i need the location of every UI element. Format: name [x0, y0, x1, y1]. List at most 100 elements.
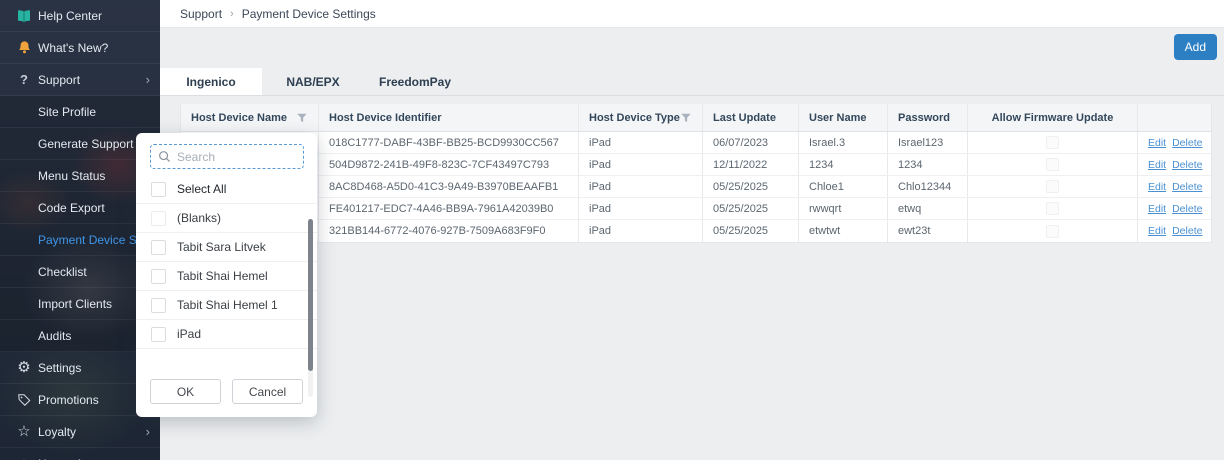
cell-user: 1234: [799, 154, 888, 175]
table-row: 321BB144-6772-4076-927B-7509A683F9F0 iPa…: [181, 220, 1211, 242]
column-header-allow-firmware-update: Allow Firmware Update: [968, 104, 1138, 131]
breadcrumb-current-page: Payment Device Settings: [241, 6, 376, 21]
breadcrumb: Support › Payment Device Settings: [160, 0, 1224, 28]
firmware-checkbox[interactable]: [1046, 224, 1059, 238]
cell-password: etwq: [888, 198, 968, 219]
table-row: 504D9872-241B-49F8-823C-7CF43497C793 iPa…: [181, 154, 1211, 176]
question-icon: ?: [20, 72, 28, 87]
column-header-host-device-type: Host Device Type: [579, 104, 703, 131]
cell-identifier: 321BB144-6772-4076-927B-7509A683F9F0: [319, 220, 579, 242]
firmware-checkbox[interactable]: [1046, 158, 1059, 171]
edit-link[interactable]: Edit: [1148, 136, 1167, 149]
delete-link[interactable]: Delete: [1172, 225, 1203, 237]
column-header-actions: [1138, 104, 1213, 131]
delete-link[interactable]: Delete: [1172, 202, 1203, 215]
checkbox-icon[interactable]: [151, 181, 166, 197]
column-header-host-device-name: Host Device Name: [181, 104, 319, 131]
cell-type: iPad: [579, 154, 703, 175]
sidebar-item-promotions[interactable]: Promotions: [0, 384, 160, 416]
table-row: 018C1777-DABF-43BF-BB25-BCD9930CC567 iPa…: [181, 132, 1211, 154]
edit-link[interactable]: Edit: [1148, 180, 1167, 193]
filter-dropdown: Select All (Blanks) Tabit Sara Litvek Ta…: [136, 133, 317, 417]
tab-nab-epx[interactable]: NAB/EPX: [286, 75, 340, 89]
cell-last-update: 05/25/2025: [703, 220, 799, 242]
firmware-checkbox[interactable]: [1046, 136, 1059, 149]
cell-user: etwtwt: [799, 220, 888, 242]
tag-icon: [12, 393, 36, 407]
sidebar-item-help-center[interactable]: Help Center: [0, 0, 160, 32]
delete-link[interactable]: Delete: [1172, 180, 1203, 193]
table-row: 8AC8D468-A5D0-41C3-9A49-B3970BEAAFB1 iPa…: [181, 176, 1211, 198]
edit-link[interactable]: Edit: [1148, 158, 1167, 171]
sidebar-item-audits[interactable]: Audits: [0, 320, 160, 352]
option-tabit-sara-litvek[interactable]: Tabit Sara Litvek: [136, 233, 317, 262]
sidebar-item-label: Support: [38, 72, 81, 87]
checkbox-icon[interactable]: [151, 210, 166, 226]
sidebar-item-code-export[interactable]: Code Export: [0, 192, 160, 224]
delete-link[interactable]: Delete: [1172, 136, 1203, 149]
cell-identifier: 504D9872-241B-49F8-823C-7CF43497C793: [319, 154, 579, 175]
sidebar: Help Center What's New? ? Support › Site…: [0, 0, 160, 460]
firmware-checkbox[interactable]: [1046, 202, 1059, 215]
checkbox-icon[interactable]: [151, 268, 166, 284]
sidebar-item-whats-new[interactable]: What's New?: [0, 32, 160, 64]
edit-link[interactable]: Edit: [1148, 225, 1167, 237]
cell-host-device-name: [181, 176, 319, 197]
delete-link[interactable]: Delete: [1172, 158, 1203, 171]
cell-password: 1234: [888, 154, 968, 175]
add-button[interactable]: Add: [1173, 34, 1217, 60]
cell-password: Israel123: [888, 132, 968, 153]
option-ipad[interactable]: iPad: [136, 320, 317, 349]
toolbar: Add: [160, 28, 1224, 68]
cell-user: rwwqrt: [799, 198, 888, 219]
filter-icon[interactable]: [296, 112, 308, 124]
cell-host-device-name: [181, 198, 319, 219]
chevron-right-icon: ›: [145, 424, 150, 439]
sidebar-item-loyalty[interactable]: ☆ Loyalty ›: [0, 416, 160, 448]
column-header-host-device-identifier: Host Device Identifier: [319, 104, 579, 131]
sidebar-item-support[interactable]: ? Support ›: [0, 64, 160, 96]
tab-ingenico[interactable]: Ingenico: [160, 68, 262, 95]
main-content: Support › Payment Device Settings Add In…: [160, 0, 1224, 460]
checkbox-icon[interactable]: [151, 326, 166, 342]
cell-type: iPad: [579, 220, 703, 242]
sidebar-item-house-accounts[interactable]: ⌂ House Accounts: [0, 448, 160, 460]
sidebar-item-settings[interactable]: ⚙ Settings: [0, 352, 160, 384]
edit-link[interactable]: Edit: [1148, 202, 1167, 215]
table-row: FE401217-EDC7-4A46-BB9A-7961A42039B0 iPa…: [181, 198, 1211, 220]
search-input[interactable]: [150, 144, 304, 169]
sidebar-item-import-clients[interactable]: Import Clients: [0, 288, 160, 320]
column-header-user-name: User Name: [799, 104, 888, 131]
sidebar-item-site-profile[interactable]: Site Profile: [0, 96, 160, 128]
firmware-checkbox[interactable]: [1046, 180, 1059, 193]
cell-password: Chlo12344: [888, 176, 968, 197]
ok-button[interactable]: OK: [150, 379, 221, 404]
option-tabit-shai-hemel-1[interactable]: Tabit Shai Hemel 1: [136, 291, 317, 320]
sidebar-item-payment-device-settings[interactable]: Payment Device Settings: [0, 224, 160, 256]
cell-identifier: 018C1777-DABF-43BF-BB25-BCD9930CC567: [319, 132, 579, 153]
cancel-button[interactable]: Cancel: [232, 379, 303, 404]
cell-type: iPad: [579, 198, 703, 219]
sidebar-item-checklist[interactable]: Checklist: [0, 256, 160, 288]
checkbox-icon[interactable]: [151, 239, 166, 255]
table-header-row: Host Device Name Host Device Identifier …: [181, 104, 1211, 132]
cell-password: ewt23t: [888, 220, 968, 242]
sidebar-item-menu-status[interactable]: Menu Status: [0, 160, 160, 192]
option-blanks[interactable]: (Blanks): [136, 204, 317, 233]
house-icon: ⌂: [12, 456, 36, 460]
popup-scrollbar[interactable]: [308, 219, 313, 397]
sidebar-item-generate-support-code[interactable]: Generate Support Code: [0, 128, 160, 160]
cell-user: Israel.3: [799, 132, 888, 153]
breadcrumb-separator: ›: [230, 7, 234, 20]
filter-icon[interactable]: [680, 112, 692, 124]
option-select-all[interactable]: Select All: [136, 175, 317, 204]
checkbox-icon[interactable]: [151, 297, 166, 313]
option-tabit-shai-hemel[interactable]: Tabit Shai Hemel: [136, 262, 317, 291]
sidebar-item-label: Help Center: [38, 8, 103, 23]
scrollbar-thumb[interactable]: [308, 219, 313, 371]
sidebar-item-label: What's New?: [38, 40, 109, 55]
breadcrumb-support-link[interactable]: Support: [180, 6, 223, 21]
popup-buttons: OK Cancel: [150, 379, 303, 404]
tab-freedompay[interactable]: FreedomPay: [378, 75, 452, 89]
